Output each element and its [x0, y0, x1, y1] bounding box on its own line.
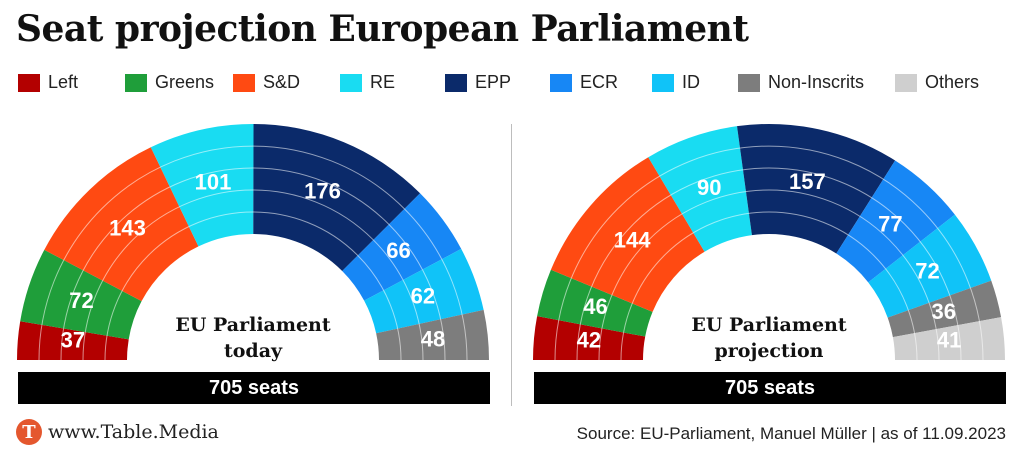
- legend-label: Left: [48, 72, 79, 92]
- slice-re: [150, 123, 254, 247]
- legend: Left Greens S&D RE EPP ECR ID Non-Inscrits Other…: [18, 72, 1018, 96]
- legend-item-greens: Greens: [125, 72, 214, 93]
- legend-label: Greens: [155, 72, 215, 92]
- seat-count-ecr: 66: [386, 238, 410, 263]
- legend-item-s-d: S&D: [233, 72, 300, 93]
- seat-row-line: [554, 145, 984, 361]
- legend-item-epp: EPP: [445, 72, 511, 93]
- chart-divider: [511, 124, 512, 406]
- seat-row-line: [576, 167, 962, 361]
- slice-ecr: [342, 193, 462, 301]
- legend-swatch: [550, 73, 572, 92]
- legend-label: S&D: [263, 72, 301, 92]
- legend-label: RE: [370, 72, 396, 92]
- slice-greens: [537, 269, 653, 337]
- legend-item-id: ID: [652, 72, 700, 93]
- seat-row-line: [82, 189, 424, 361]
- slice-id: [868, 214, 992, 318]
- legend-label: ECR: [580, 72, 619, 92]
- seat-row-line: [60, 167, 446, 361]
- center-label-line: EU Parliament: [175, 314, 331, 336]
- seat-row-line: [598, 189, 940, 361]
- seat-count-non-inscrits: 36: [932, 299, 956, 324]
- slice-non-inscrits: [376, 309, 489, 360]
- legend-label: ID: [682, 72, 700, 92]
- legend-swatch: [895, 73, 917, 92]
- seat-row-line: [620, 211, 918, 361]
- legend-swatch: [233, 73, 255, 92]
- seat-count-others: 41: [937, 328, 961, 353]
- seat-count-s-d: 143: [109, 215, 146, 240]
- legend-label: EPP: [475, 72, 512, 92]
- seat-count-id: 62: [411, 283, 435, 308]
- seat-count-greens: 72: [69, 288, 93, 313]
- page-title: Seat projection European Parliament: [16, 8, 749, 50]
- slice-re: [648, 126, 752, 252]
- legend-item-non-inscrits: Non-Inscrits: [738, 72, 864, 93]
- legend-item-left: Left: [18, 72, 78, 93]
- slice-others: [892, 317, 1005, 360]
- legend-swatch: [340, 73, 362, 92]
- seat-count-s-d: 144: [614, 227, 651, 252]
- seat-count-id: 72: [915, 259, 939, 284]
- legend-item-re: RE: [340, 72, 395, 93]
- seat-count-re: 90: [697, 175, 721, 200]
- legend-swatch: [652, 73, 674, 92]
- seat-count-re: 101: [195, 169, 232, 194]
- legend-label: Non-Inscrits: [768, 72, 865, 92]
- slice-s-d: [44, 147, 199, 302]
- center-label-line: EU Parliament: [691, 314, 847, 336]
- total-seats-bar-today: 705 seats: [18, 372, 490, 404]
- slice-epp: [737, 124, 896, 254]
- source-note: Source: EU-Parliament, Manuel Müller | a…: [576, 424, 1006, 443]
- parliament-chart-projection: 42 46 144 90 157 77 72 36 41 EU Parliament project…: [533, 124, 1005, 362]
- table-media-logo-icon: T: [16, 419, 42, 445]
- legend-swatch: [738, 73, 760, 92]
- center-label-line: today: [224, 340, 283, 362]
- seat-row-line: [104, 211, 402, 361]
- seat-count-left: 42: [577, 328, 601, 353]
- legend-swatch: [18, 73, 40, 92]
- legend-label: Others: [925, 72, 980, 92]
- seat-row-line: [38, 145, 468, 361]
- seat-count-epp: 157: [789, 169, 826, 194]
- seat-count-non-inscrits: 48: [421, 327, 445, 352]
- table-media-url: www.Table.Media: [48, 421, 219, 443]
- legend-swatch: [125, 73, 147, 92]
- seat-count-greens: 46: [583, 294, 607, 319]
- legend-swatch: [445, 73, 467, 92]
- slice-id: [364, 248, 484, 334]
- slice-epp: [253, 124, 421, 271]
- seat-count-epp: 176: [304, 179, 341, 204]
- table-media-logo[interactable]: T www.Table.Media: [16, 419, 219, 445]
- seat-count-left: 37: [61, 328, 85, 353]
- slice-left: [17, 321, 129, 360]
- slice-ecr: [836, 160, 955, 283]
- slice-left: [533, 316, 646, 360]
- center-label-line: projection: [715, 340, 824, 362]
- slice-s-d: [550, 157, 705, 312]
- legend-item-others: Others: [895, 72, 979, 93]
- seat-count-ecr: 77: [878, 212, 902, 237]
- total-seats-bar-projection: 705 seats: [534, 372, 1006, 404]
- legend-item-ecr: ECR: [550, 72, 618, 93]
